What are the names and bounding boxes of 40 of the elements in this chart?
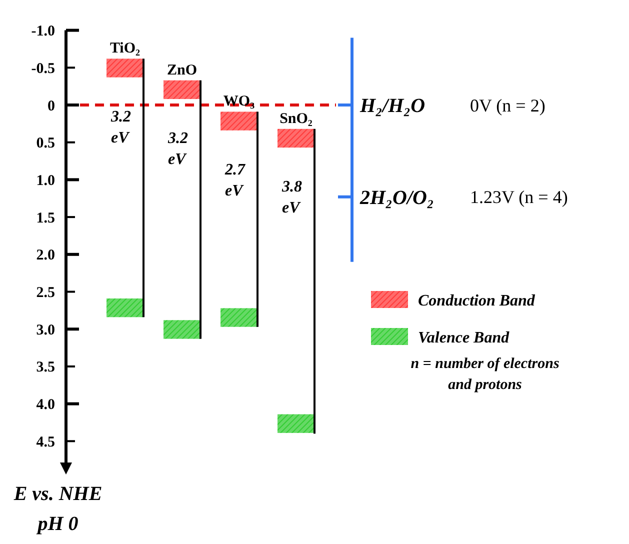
annotation: 2.7 eV (224, 161, 246, 200)
text: n = number of electrons and protons (410, 356, 560, 393)
y-tick-label: 0 (48, 98, 55, 114)
bar (278, 128, 314, 148)
annotation: 3.2 eV (167, 130, 188, 168)
y-tick-label: 1.5 (36, 210, 55, 226)
x-tick-label: SnO₂ (280, 110, 313, 127)
bar (220, 112, 258, 130)
y-tick-label: 3.5 (36, 360, 55, 376)
bar (200, 80, 202, 339)
legend-label: Conduction Band (418, 292, 536, 310)
x-tick-label: ZnO (166, 62, 198, 78)
bar (314, 128, 316, 434)
y-tick-label: 0.5 (36, 136, 55, 152)
bar (256, 112, 258, 327)
x-tick-label: WO₃ (223, 94, 256, 110)
ref-line-label: 2H₂O/O₂ (359, 186, 434, 209)
bar (164, 320, 200, 339)
y-tick-label: 2.0 (36, 248, 55, 264)
text: 1.23V (n = 4) (470, 187, 568, 208)
y-tick-label: -1.0 (31, 24, 55, 40)
y-tick-label: 1.0 (36, 172, 55, 189)
y-tick-label: 4.5 (36, 434, 55, 450)
annotation: 3.2 eV (110, 108, 131, 146)
bar (164, 80, 200, 100)
bar (106, 58, 144, 78)
y-axis-title: E vs. NHE pH 0 (12, 483, 102, 535)
bar (106, 298, 144, 318)
annotation: 3.8 eV (281, 178, 302, 217)
y-tick-label: -0.5 (31, 60, 55, 77)
y-tick-label: 2.5 (36, 285, 55, 301)
bar (142, 58, 144, 318)
ref-line-label: H₂/H₂O (359, 95, 426, 117)
y-tick-label: 3.0 (36, 322, 55, 338)
x-tick-label: TiO₂ (110, 40, 141, 57)
legend-label: Valence Band (418, 330, 510, 347)
y-tick-label: 4.0 (36, 397, 55, 414)
bar (278, 414, 314, 433)
text: 0V (n = 2) (470, 95, 546, 116)
bar (220, 308, 258, 327)
